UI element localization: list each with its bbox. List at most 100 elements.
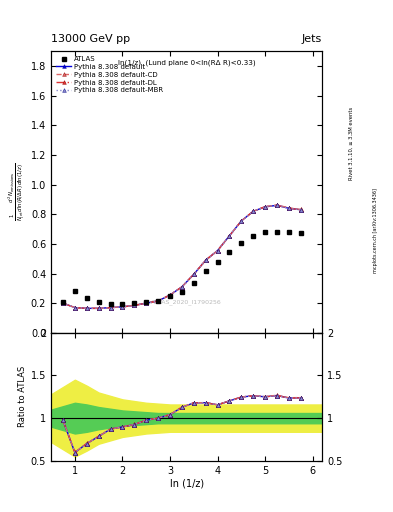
Pythia 8.308 default-MBR bbox=[191, 271, 196, 278]
Pythia 8.308 default-DL bbox=[191, 271, 196, 278]
Pythia 8.308 default-MBR bbox=[275, 202, 279, 208]
ATLAS bbox=[286, 229, 291, 235]
Pythia 8.308 default-CD bbox=[144, 300, 149, 306]
Pythia 8.308 default-CD bbox=[168, 292, 173, 298]
Pythia 8.308 default-CD bbox=[299, 206, 303, 212]
Pythia 8.308 default-CD bbox=[180, 284, 184, 290]
Line: Pythia 8.308 default-CD: Pythia 8.308 default-CD bbox=[61, 203, 303, 310]
Pythia 8.308 default-CD bbox=[263, 203, 268, 209]
Pythia 8.308 default-DL bbox=[96, 305, 101, 311]
Pythia 8.308 default-DL bbox=[239, 218, 244, 224]
Pythia 8.308 default-MBR bbox=[180, 284, 184, 290]
Line: Pythia 8.308 default-DL: Pythia 8.308 default-DL bbox=[61, 203, 303, 310]
ATLAS bbox=[108, 301, 113, 307]
Pythia 8.308 default-DL bbox=[227, 232, 232, 239]
Pythia 8.308 default bbox=[73, 305, 77, 311]
X-axis label: ln (1/z): ln (1/z) bbox=[170, 478, 204, 488]
Pythia 8.308 default-MBR bbox=[84, 305, 89, 311]
ATLAS bbox=[191, 280, 196, 286]
Pythia 8.308 default-CD bbox=[227, 232, 232, 239]
Pythia 8.308 default-CD bbox=[132, 302, 137, 308]
ATLAS bbox=[227, 249, 232, 255]
Text: ln(1/z)  (Lund plane 0<ln(RΔ R)<0.33): ln(1/z) (Lund plane 0<ln(RΔ R)<0.33) bbox=[118, 60, 255, 66]
Text: Rivet 3.1.10, ≥ 3.3M events: Rivet 3.1.10, ≥ 3.3M events bbox=[349, 106, 354, 180]
ATLAS bbox=[239, 240, 244, 246]
Pythia 8.308 default bbox=[120, 304, 125, 310]
ATLAS bbox=[156, 298, 160, 304]
Pythia 8.308 default-DL bbox=[180, 284, 184, 290]
Pythia 8.308 default bbox=[251, 208, 255, 215]
Pythia 8.308 default-DL bbox=[203, 257, 208, 263]
Text: ATLAS_2020_I1790256: ATLAS_2020_I1790256 bbox=[151, 299, 222, 305]
Line: Pythia 8.308 default: Pythia 8.308 default bbox=[61, 203, 303, 310]
Y-axis label: Ratio to ATLAS: Ratio to ATLAS bbox=[18, 366, 27, 428]
Pythia 8.308 default-MBR bbox=[227, 232, 232, 239]
Pythia 8.308 default-DL bbox=[132, 302, 137, 308]
Pythia 8.308 default-DL bbox=[286, 205, 291, 211]
ATLAS bbox=[73, 288, 77, 294]
Pythia 8.308 default bbox=[227, 232, 232, 239]
Pythia 8.308 default-CD bbox=[251, 208, 255, 215]
ATLAS bbox=[96, 298, 101, 305]
Pythia 8.308 default-DL bbox=[73, 305, 77, 311]
Pythia 8.308 default bbox=[144, 300, 149, 306]
Pythia 8.308 default-CD bbox=[156, 298, 160, 304]
Pythia 8.308 default-DL bbox=[215, 247, 220, 253]
ATLAS bbox=[61, 300, 65, 306]
Pythia 8.308 default-DL bbox=[299, 207, 303, 213]
Pythia 8.308 default bbox=[180, 284, 184, 290]
Pythia 8.308 default-MBR bbox=[108, 305, 113, 311]
Legend: ATLAS, Pythia 8.308 default, Pythia 8.308 default-CD, Pythia 8.308 default-DL, P: ATLAS, Pythia 8.308 default, Pythia 8.30… bbox=[55, 55, 165, 95]
Pythia 8.308 default-DL bbox=[61, 300, 65, 306]
ATLAS bbox=[120, 301, 125, 307]
Pythia 8.308 default bbox=[286, 205, 291, 211]
Pythia 8.308 default-CD bbox=[215, 247, 220, 253]
Pythia 8.308 default-DL bbox=[263, 204, 268, 210]
Pythia 8.308 default-DL bbox=[108, 305, 113, 311]
Pythia 8.308 default-CD bbox=[120, 304, 125, 310]
Pythia 8.308 default-CD bbox=[61, 300, 65, 306]
Pythia 8.308 default-MBR bbox=[144, 300, 149, 306]
Pythia 8.308 default-MBR bbox=[132, 302, 137, 308]
Pythia 8.308 default bbox=[275, 202, 279, 208]
Pythia 8.308 default-DL bbox=[168, 292, 173, 298]
Pythia 8.308 default-MBR bbox=[286, 205, 291, 211]
ATLAS bbox=[263, 229, 268, 235]
Pythia 8.308 default-MBR bbox=[299, 207, 303, 213]
ATLAS bbox=[203, 268, 208, 274]
ATLAS bbox=[132, 300, 137, 306]
Pythia 8.308 default bbox=[299, 207, 303, 213]
Pythia 8.308 default-DL bbox=[275, 202, 279, 208]
Pythia 8.308 default-MBR bbox=[168, 292, 173, 298]
Pythia 8.308 default-MBR bbox=[263, 204, 268, 210]
Pythia 8.308 default-MBR bbox=[156, 298, 160, 304]
Pythia 8.308 default-CD bbox=[275, 202, 279, 208]
Pythia 8.308 default-DL bbox=[156, 298, 160, 304]
Line: Pythia 8.308 default-MBR: Pythia 8.308 default-MBR bbox=[61, 203, 303, 310]
Y-axis label: $\frac{1}{N_{\mathrm{jet}}}\frac{d^2 N_{\mathrm{emissions}}}{d\ln(R/\Delta R)\,d: $\frac{1}{N_{\mathrm{jet}}}\frac{d^2 N_{… bbox=[6, 163, 27, 221]
ATLAS bbox=[144, 300, 149, 306]
Pythia 8.308 default-CD bbox=[84, 305, 89, 311]
Pythia 8.308 default-CD bbox=[239, 218, 244, 224]
Pythia 8.308 default bbox=[132, 302, 137, 308]
Pythia 8.308 default-DL bbox=[84, 305, 89, 311]
Pythia 8.308 default-CD bbox=[96, 305, 101, 311]
Pythia 8.308 default bbox=[203, 257, 208, 263]
Pythia 8.308 default-MBR bbox=[239, 218, 244, 224]
Pythia 8.308 default-CD bbox=[108, 305, 113, 311]
Pythia 8.308 default-MBR bbox=[73, 305, 77, 311]
Pythia 8.308 default-CD bbox=[203, 257, 208, 263]
Pythia 8.308 default-CD bbox=[73, 305, 77, 311]
Pythia 8.308 default bbox=[108, 305, 113, 311]
ATLAS bbox=[215, 259, 220, 265]
ATLAS bbox=[275, 229, 279, 235]
Pythia 8.308 default bbox=[215, 247, 220, 253]
Pythia 8.308 default-DL bbox=[144, 300, 149, 306]
Pythia 8.308 default bbox=[96, 305, 101, 311]
Text: 13000 GeV pp: 13000 GeV pp bbox=[51, 33, 130, 44]
Pythia 8.308 default bbox=[156, 298, 160, 304]
Pythia 8.308 default bbox=[191, 271, 196, 278]
Pythia 8.308 default bbox=[168, 292, 173, 298]
Pythia 8.308 default-MBR bbox=[61, 300, 65, 306]
Pythia 8.308 default-CD bbox=[191, 271, 196, 278]
